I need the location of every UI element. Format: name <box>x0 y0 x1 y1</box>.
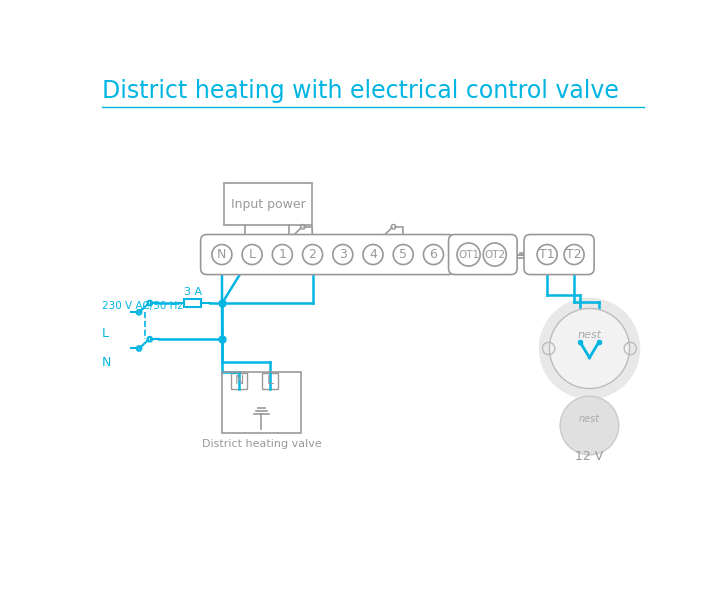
Text: Input power: Input power <box>231 198 305 211</box>
Text: N: N <box>217 248 226 261</box>
Text: District heating valve: District heating valve <box>202 440 321 449</box>
Bar <box>262 373 277 388</box>
FancyBboxPatch shape <box>448 235 517 274</box>
Text: 12 V: 12 V <box>575 450 604 463</box>
Text: 3 A: 3 A <box>184 286 202 296</box>
Text: N: N <box>234 374 244 387</box>
Bar <box>222 372 301 433</box>
Text: 5: 5 <box>399 248 407 261</box>
Bar <box>184 299 202 307</box>
Text: L: L <box>102 327 109 340</box>
Circle shape <box>561 396 619 455</box>
Circle shape <box>550 308 630 388</box>
Text: District heating with electrical control valve: District heating with electrical control… <box>102 79 619 103</box>
Text: 4: 4 <box>369 248 377 261</box>
Circle shape <box>539 298 639 399</box>
Text: L: L <box>249 248 256 261</box>
FancyBboxPatch shape <box>524 235 594 274</box>
Text: T2: T2 <box>566 248 582 261</box>
Text: 3: 3 <box>339 248 347 261</box>
Text: 6: 6 <box>430 248 438 261</box>
Bar <box>223 183 312 225</box>
Text: OT1: OT1 <box>458 249 479 260</box>
Text: OT2: OT2 <box>484 249 505 260</box>
FancyBboxPatch shape <box>201 235 455 274</box>
Text: nest: nest <box>577 330 601 340</box>
Text: 1: 1 <box>278 248 286 261</box>
Text: 230 V AC/50 Hz: 230 V AC/50 Hz <box>102 301 183 311</box>
Text: N: N <box>102 356 111 369</box>
Text: nest: nest <box>579 415 600 424</box>
Bar <box>232 373 247 388</box>
Text: L: L <box>266 374 274 387</box>
Text: 2: 2 <box>309 248 317 261</box>
Text: T1: T1 <box>539 248 555 261</box>
